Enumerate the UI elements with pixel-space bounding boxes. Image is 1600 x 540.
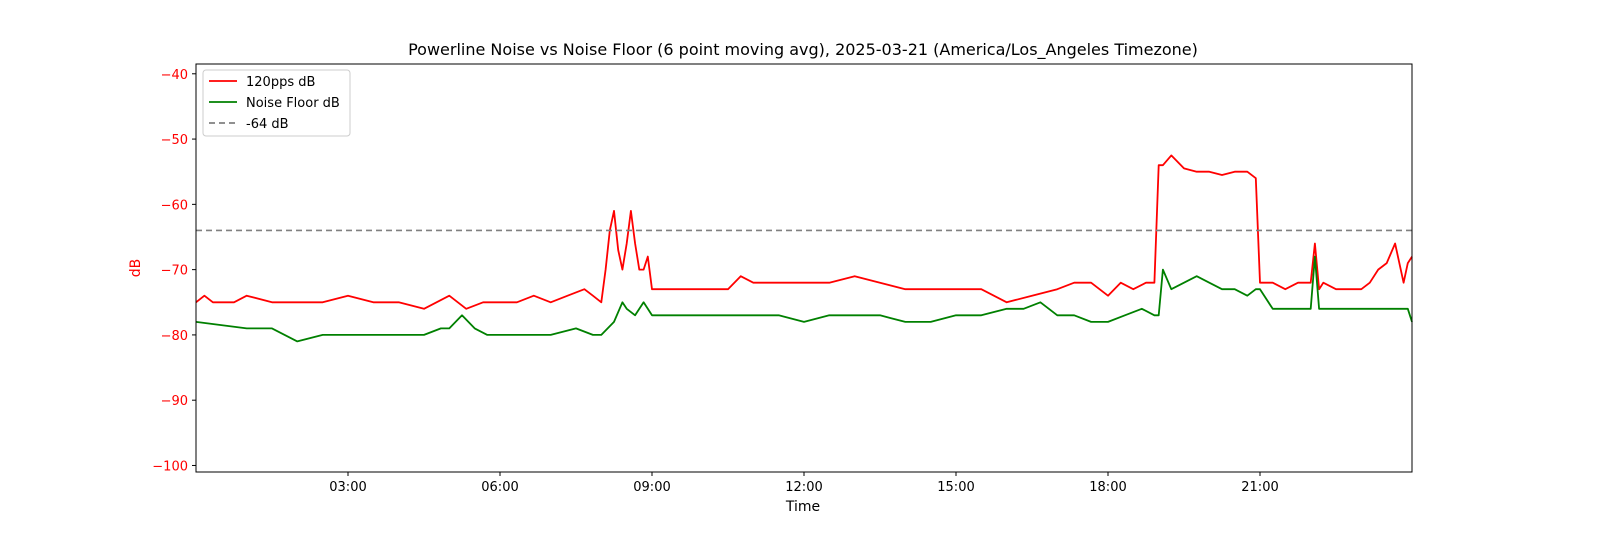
series-layer	[195, 154, 1413, 343]
x-axis-label: Time	[785, 499, 820, 515]
legend-box	[202, 69, 351, 137]
legend: 120pps dB Noise Floor dB -64 dB	[202, 69, 351, 137]
y-tick-label: −100	[152, 459, 188, 474]
legend-item-120pps-label: 120pps dB	[246, 75, 315, 90]
x-tick-label: 18:00	[1089, 480, 1126, 495]
x-axis: 03:00 06:00 09:00 12:00 15:00 18:00 21:00	[329, 472, 1279, 495]
plot-frame	[195, 63, 1413, 473]
legend-item-threshold-label: -64 dB	[246, 117, 289, 132]
series-line-noise-floor	[195, 255, 1413, 343]
y-tick-label: −90	[161, 394, 188, 409]
y-tick-label: −50	[161, 133, 188, 148]
y-axis-label: dB	[128, 259, 144, 278]
chart-title: Powerline Noise vs Noise Floor (6 point …	[408, 40, 1198, 60]
x-tick-label: 06:00	[481, 480, 518, 495]
x-tick-label: 15:00	[937, 480, 974, 495]
x-tick-label: 03:00	[329, 480, 366, 495]
x-tick-label: 09:00	[633, 480, 670, 495]
series-line-120pps	[195, 154, 1413, 310]
legend-item-noise-floor-label: Noise Floor dB	[246, 96, 340, 111]
y-tick-label: −70	[161, 264, 188, 279]
y-tick-label: −80	[161, 329, 188, 344]
y-axis: −40 −50 −60 −70 −80 −90 −100	[152, 68, 196, 474]
x-tick-label: 21:00	[1241, 480, 1278, 495]
y-tick-label: −60	[161, 198, 188, 213]
y-tick-label: −40	[161, 68, 188, 83]
x-tick-label: 12:00	[785, 480, 822, 495]
